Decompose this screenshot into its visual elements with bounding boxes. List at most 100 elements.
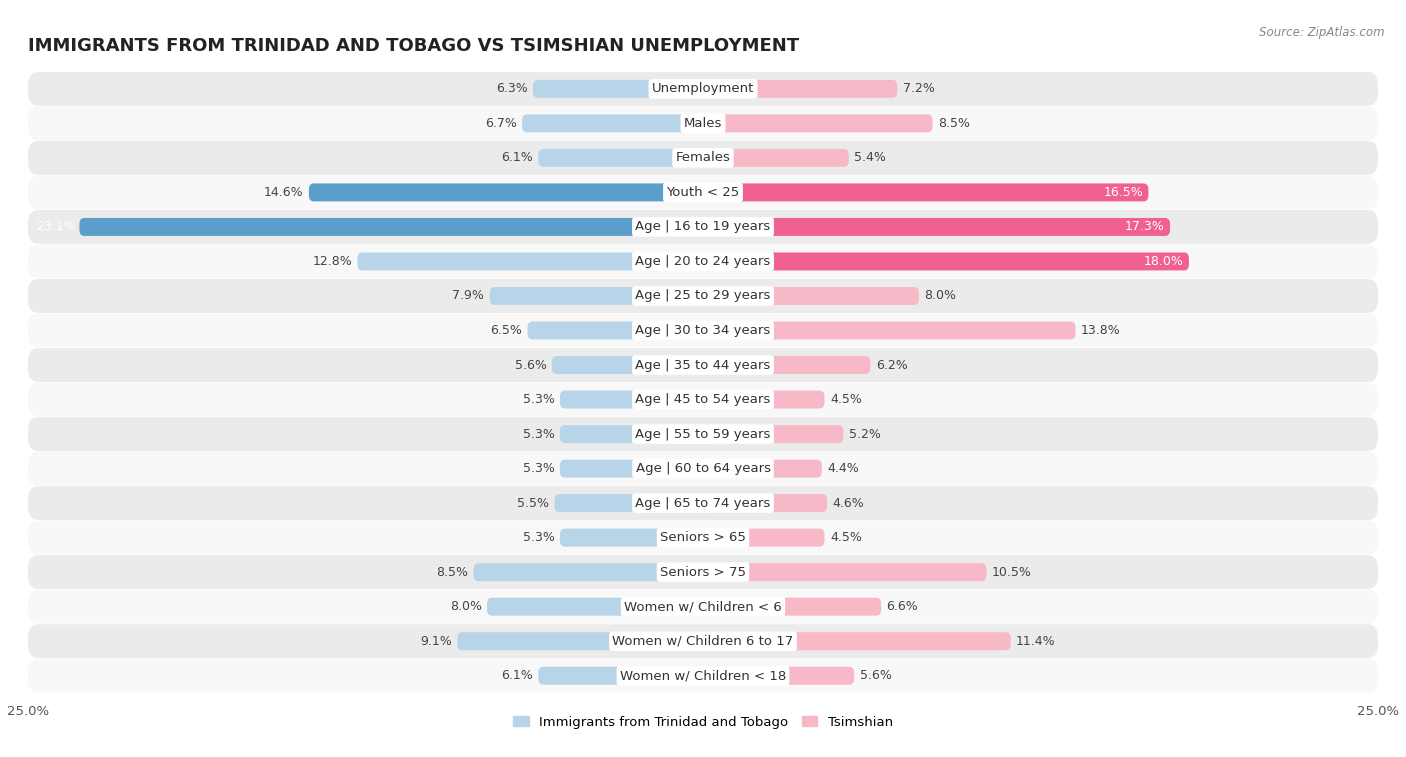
- Text: Age | 65 to 74 years: Age | 65 to 74 years: [636, 497, 770, 509]
- FancyBboxPatch shape: [538, 667, 703, 684]
- Text: Age | 30 to 34 years: Age | 30 to 34 years: [636, 324, 770, 337]
- Text: 6.6%: 6.6%: [887, 600, 918, 613]
- Text: 13.8%: 13.8%: [1081, 324, 1121, 337]
- Text: IMMIGRANTS FROM TRINIDAD AND TOBAGO VS TSIMSHIAN UNEMPLOYMENT: IMMIGRANTS FROM TRINIDAD AND TOBAGO VS T…: [28, 37, 799, 55]
- Text: 23.1%: 23.1%: [37, 220, 76, 233]
- FancyBboxPatch shape: [703, 183, 1149, 201]
- FancyBboxPatch shape: [703, 356, 870, 374]
- FancyBboxPatch shape: [28, 245, 1378, 279]
- Text: Age | 16 to 19 years: Age | 16 to 19 years: [636, 220, 770, 233]
- FancyBboxPatch shape: [309, 183, 703, 201]
- FancyBboxPatch shape: [703, 563, 987, 581]
- FancyBboxPatch shape: [28, 590, 1378, 624]
- Text: 7.9%: 7.9%: [453, 289, 484, 303]
- FancyBboxPatch shape: [28, 107, 1378, 140]
- Text: Seniors > 75: Seniors > 75: [659, 565, 747, 578]
- FancyBboxPatch shape: [28, 452, 1378, 485]
- FancyBboxPatch shape: [28, 555, 1378, 589]
- Text: 16.5%: 16.5%: [1104, 186, 1143, 199]
- FancyBboxPatch shape: [703, 494, 827, 512]
- Text: 4.4%: 4.4%: [827, 462, 859, 475]
- Text: 6.5%: 6.5%: [491, 324, 522, 337]
- FancyBboxPatch shape: [28, 521, 1378, 555]
- FancyBboxPatch shape: [703, 528, 824, 547]
- Text: 9.1%: 9.1%: [420, 634, 451, 648]
- Text: 14.6%: 14.6%: [264, 186, 304, 199]
- FancyBboxPatch shape: [28, 382, 1378, 416]
- Text: 8.0%: 8.0%: [450, 600, 482, 613]
- FancyBboxPatch shape: [703, 322, 1076, 339]
- FancyBboxPatch shape: [28, 486, 1378, 520]
- Text: Age | 20 to 24 years: Age | 20 to 24 years: [636, 255, 770, 268]
- FancyBboxPatch shape: [28, 348, 1378, 382]
- Text: 5.3%: 5.3%: [523, 462, 554, 475]
- Text: 18.0%: 18.0%: [1143, 255, 1184, 268]
- Text: 5.5%: 5.5%: [517, 497, 550, 509]
- FancyBboxPatch shape: [79, 218, 703, 236]
- Text: 5.2%: 5.2%: [849, 428, 880, 441]
- FancyBboxPatch shape: [28, 313, 1378, 347]
- Text: Source: ZipAtlas.com: Source: ZipAtlas.com: [1260, 26, 1385, 39]
- FancyBboxPatch shape: [703, 149, 849, 167]
- FancyBboxPatch shape: [28, 141, 1378, 175]
- Text: 6.1%: 6.1%: [501, 151, 533, 164]
- FancyBboxPatch shape: [703, 632, 1011, 650]
- Text: Youth < 25: Youth < 25: [666, 186, 740, 199]
- Text: Women w/ Children < 6: Women w/ Children < 6: [624, 600, 782, 613]
- FancyBboxPatch shape: [28, 176, 1378, 210]
- Text: Females: Females: [675, 151, 731, 164]
- Text: 6.7%: 6.7%: [485, 117, 517, 130]
- Text: 5.6%: 5.6%: [515, 359, 547, 372]
- Text: 12.8%: 12.8%: [312, 255, 352, 268]
- FancyBboxPatch shape: [28, 72, 1378, 106]
- Text: 10.5%: 10.5%: [991, 565, 1032, 578]
- Text: 11.4%: 11.4%: [1017, 634, 1056, 648]
- Text: 6.2%: 6.2%: [876, 359, 907, 372]
- Text: Age | 45 to 54 years: Age | 45 to 54 years: [636, 393, 770, 406]
- Text: 6.3%: 6.3%: [496, 83, 527, 95]
- FancyBboxPatch shape: [703, 459, 821, 478]
- Text: 4.5%: 4.5%: [830, 531, 862, 544]
- FancyBboxPatch shape: [560, 425, 703, 443]
- FancyBboxPatch shape: [703, 598, 882, 615]
- Text: 5.3%: 5.3%: [523, 531, 554, 544]
- FancyBboxPatch shape: [457, 632, 703, 650]
- FancyBboxPatch shape: [538, 149, 703, 167]
- Text: 8.5%: 8.5%: [938, 117, 970, 130]
- Text: Seniors > 65: Seniors > 65: [659, 531, 747, 544]
- FancyBboxPatch shape: [560, 391, 703, 409]
- FancyBboxPatch shape: [703, 253, 1189, 270]
- FancyBboxPatch shape: [703, 667, 855, 684]
- Text: Age | 35 to 44 years: Age | 35 to 44 years: [636, 359, 770, 372]
- Text: 5.6%: 5.6%: [859, 669, 891, 682]
- FancyBboxPatch shape: [533, 80, 703, 98]
- Text: Age | 55 to 59 years: Age | 55 to 59 years: [636, 428, 770, 441]
- FancyBboxPatch shape: [489, 287, 703, 305]
- FancyBboxPatch shape: [703, 391, 824, 409]
- FancyBboxPatch shape: [554, 494, 703, 512]
- Text: 4.5%: 4.5%: [830, 393, 862, 406]
- FancyBboxPatch shape: [28, 210, 1378, 244]
- FancyBboxPatch shape: [522, 114, 703, 132]
- Text: Age | 25 to 29 years: Age | 25 to 29 years: [636, 289, 770, 303]
- Text: 5.3%: 5.3%: [523, 393, 554, 406]
- FancyBboxPatch shape: [703, 114, 932, 132]
- Text: Women w/ Children 6 to 17: Women w/ Children 6 to 17: [613, 634, 793, 648]
- FancyBboxPatch shape: [703, 218, 1170, 236]
- FancyBboxPatch shape: [703, 425, 844, 443]
- FancyBboxPatch shape: [527, 322, 703, 339]
- Text: 5.4%: 5.4%: [855, 151, 886, 164]
- Text: 6.1%: 6.1%: [501, 669, 533, 682]
- FancyBboxPatch shape: [560, 459, 703, 478]
- FancyBboxPatch shape: [703, 287, 920, 305]
- FancyBboxPatch shape: [551, 356, 703, 374]
- Text: 5.3%: 5.3%: [523, 428, 554, 441]
- FancyBboxPatch shape: [28, 625, 1378, 658]
- FancyBboxPatch shape: [28, 417, 1378, 451]
- Text: Age | 60 to 64 years: Age | 60 to 64 years: [636, 462, 770, 475]
- FancyBboxPatch shape: [28, 659, 1378, 693]
- Legend: Immigrants from Trinidad and Tobago, Tsimshian: Immigrants from Trinidad and Tobago, Tsi…: [508, 710, 898, 734]
- FancyBboxPatch shape: [703, 80, 897, 98]
- FancyBboxPatch shape: [474, 563, 703, 581]
- Text: 8.5%: 8.5%: [436, 565, 468, 578]
